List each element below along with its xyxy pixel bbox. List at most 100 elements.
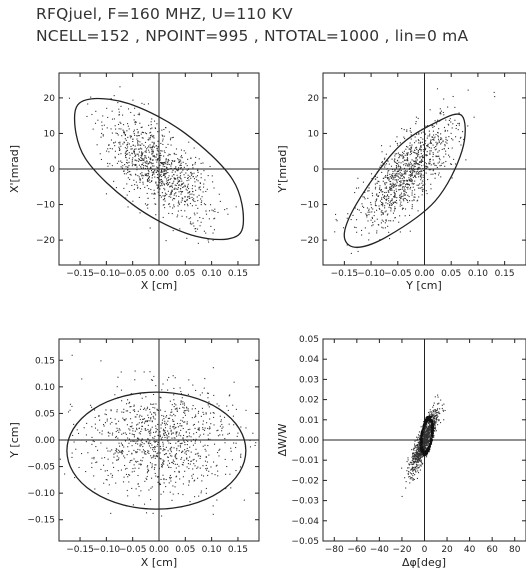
scatter-point bbox=[141, 158, 144, 160]
scatter-point bbox=[195, 431, 198, 434]
scatter-point bbox=[418, 133, 420, 135]
scatter-point bbox=[123, 446, 125, 448]
scatter-point bbox=[142, 446, 144, 448]
scatter-point bbox=[118, 160, 120, 162]
scatter-point bbox=[87, 452, 89, 454]
scatter-point bbox=[390, 187, 392, 189]
scatter-point bbox=[144, 429, 146, 431]
scatter-point bbox=[142, 165, 145, 167]
scatter-point bbox=[175, 169, 178, 171]
scatter-point bbox=[127, 169, 129, 171]
scatter-point bbox=[170, 196, 172, 198]
scatter-point bbox=[395, 183, 397, 185]
scatter-point bbox=[188, 379, 190, 381]
scatter-point bbox=[174, 171, 176, 173]
scatter-point bbox=[138, 155, 140, 157]
scatter-point bbox=[142, 449, 145, 451]
scatter-point bbox=[223, 416, 226, 418]
scatter-point bbox=[124, 457, 126, 459]
scatter-point bbox=[161, 436, 163, 438]
scatter-point bbox=[388, 197, 390, 199]
scatter-point bbox=[101, 132, 103, 134]
scatter-point bbox=[130, 440, 132, 442]
scatter-point bbox=[134, 164, 137, 167]
scatter-point bbox=[204, 377, 206, 380]
scatter-point bbox=[177, 441, 179, 443]
scatter-point bbox=[438, 140, 440, 142]
scatter-point bbox=[418, 448, 420, 450]
scatter-point bbox=[132, 99, 134, 101]
scatter-point bbox=[175, 467, 177, 469]
scatter-point bbox=[135, 164, 137, 166]
scatter-point bbox=[424, 447, 426, 449]
scatter-point bbox=[135, 154, 137, 156]
scatter-point bbox=[191, 172, 193, 175]
scatter-point bbox=[416, 460, 419, 462]
scatter-point bbox=[209, 204, 212, 206]
scatter-point bbox=[386, 174, 389, 177]
scatter-point bbox=[185, 172, 187, 174]
scatter-point bbox=[425, 427, 427, 429]
scatter-point bbox=[425, 438, 427, 440]
scatter-point bbox=[124, 432, 126, 434]
scatter-point bbox=[156, 440, 158, 442]
ring-point bbox=[425, 450, 428, 453]
scatter-point bbox=[142, 132, 145, 134]
scatter-point bbox=[71, 405, 73, 407]
scatter-point bbox=[403, 182, 405, 184]
scatter-point bbox=[130, 405, 132, 408]
scatter-point bbox=[404, 185, 406, 187]
scatter-point bbox=[388, 206, 390, 208]
scatter-point bbox=[83, 427, 85, 429]
scatter-point bbox=[397, 173, 399, 175]
data-layer bbox=[334, 88, 496, 254]
scatter-point bbox=[417, 187, 420, 189]
scatter-point bbox=[163, 173, 165, 175]
scatter-point bbox=[172, 459, 174, 461]
scatter-point bbox=[434, 396, 436, 398]
scatter-point bbox=[209, 438, 211, 440]
scatter-point bbox=[454, 163, 457, 165]
scatter-point bbox=[166, 163, 168, 165]
scatter-point bbox=[401, 154, 403, 156]
scatter-point bbox=[418, 442, 420, 444]
scatter-point bbox=[133, 436, 135, 438]
scatter-point bbox=[419, 183, 421, 185]
scatter-point bbox=[172, 426, 174, 428]
scatter-point bbox=[419, 156, 421, 158]
scatter-point bbox=[406, 179, 408, 181]
scatter-point bbox=[143, 158, 145, 160]
scatter-point bbox=[127, 437, 129, 439]
scatter-point bbox=[141, 175, 143, 177]
scatter-point bbox=[410, 180, 412, 183]
scatter-point bbox=[423, 160, 425, 162]
scatter-point bbox=[141, 131, 143, 133]
scatter-point bbox=[168, 179, 170, 181]
scatter-point bbox=[417, 461, 419, 463]
x-tick-label: 0.00 bbox=[149, 545, 169, 555]
scatter-point bbox=[421, 456, 423, 458]
scatter-point bbox=[199, 434, 201, 436]
scatter-point bbox=[152, 406, 154, 409]
scatter-point bbox=[150, 162, 152, 164]
scatter-point bbox=[201, 200, 203, 202]
scatter-point bbox=[160, 180, 162, 182]
scatter-point bbox=[414, 445, 416, 447]
scatter-point bbox=[159, 156, 161, 158]
scatter-point bbox=[157, 171, 159, 173]
scatter-point bbox=[162, 462, 164, 464]
scatter-point bbox=[406, 180, 408, 183]
scatter-point bbox=[148, 139, 150, 141]
scatter-point bbox=[424, 446, 426, 448]
scatter-point bbox=[421, 141, 423, 143]
scatter-point bbox=[134, 410, 136, 413]
scatter-point bbox=[401, 173, 403, 175]
scatter-point bbox=[80, 453, 83, 455]
scatter-point bbox=[178, 195, 180, 198]
scatter-point bbox=[402, 164, 405, 166]
scatter-point bbox=[411, 449, 413, 451]
scatter-point bbox=[121, 400, 123, 402]
scatter-point bbox=[129, 154, 131, 156]
scatter-point bbox=[165, 240, 167, 242]
scatter-point bbox=[183, 150, 185, 152]
